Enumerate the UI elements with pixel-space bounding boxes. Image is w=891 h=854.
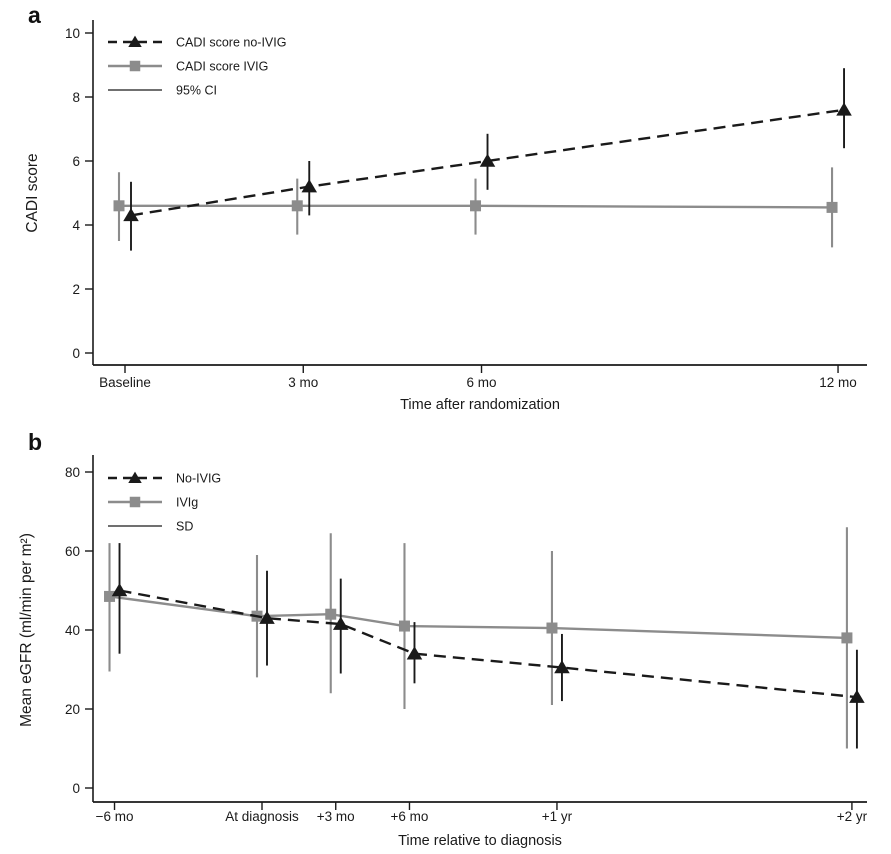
data-point-marker <box>826 201 838 213</box>
axes: 0 20 40 60 80 −6 mo At diagnosis +3 mo +6 mo +1 y… <box>65 455 868 824</box>
data-point-marker <box>836 102 852 116</box>
y-tick-label: 40 <box>65 623 80 638</box>
y-tick-label: 0 <box>72 346 80 361</box>
data-point-marker <box>123 208 139 222</box>
y-tick-label: 60 <box>65 544 80 559</box>
data-point-marker <box>113 200 125 212</box>
y-tick-label: 6 <box>72 154 80 169</box>
legend-triangle-marker <box>128 471 142 483</box>
panel-b: b 0 20 40 60 80 −6 mo At diagnosis +3 mo +6 mo +1… <box>0 427 891 854</box>
y-axis-title: Mean eGFR (ml/min per m²) <box>18 533 35 727</box>
series-ivig <box>104 527 853 749</box>
x-tick-label: 3 mo <box>288 375 318 390</box>
legend-label: No-IVIG <box>176 471 221 485</box>
legend-square-marker <box>129 60 141 72</box>
data-point-marker <box>849 689 865 703</box>
y-tick-label: 80 <box>65 465 80 480</box>
legend-triangle-marker <box>128 35 142 47</box>
data-point-marker <box>104 590 116 602</box>
series-cadi-score-ivig <box>113 167 838 248</box>
legend-item-no-ivig: No-IVIG <box>108 471 221 485</box>
legend-item-ivig: IVIg <box>108 495 198 509</box>
data-point-marker <box>479 153 496 167</box>
series-no-ivig <box>111 543 865 749</box>
x-axis-title: Time relative to diagnosis <box>398 833 562 849</box>
panel-a-letter: a <box>28 2 41 28</box>
data-point-marker <box>546 622 558 634</box>
cadi-score-chart: 0 2 4 6 8 10 Baseline 3 mo 6 mo 12 mo Time after r… <box>24 20 867 413</box>
data-point-marker <box>398 620 410 632</box>
y-tick-label: 8 <box>72 90 80 105</box>
x-tick-label: 6 mo <box>467 375 497 390</box>
legend-label: CADI score no-IVIG <box>176 35 286 49</box>
panel-a: a 0 2 4 6 8 10 Baseline 3 mo 6 mo 12 mo Time after… <box>24 2 867 413</box>
x-tick-label: +2 yr <box>837 809 868 824</box>
series-line <box>130 108 845 217</box>
y-tick-label: 20 <box>65 702 80 717</box>
series-cadi-score-no-ivig <box>123 68 852 251</box>
x-tick-label: At diagnosis <box>225 809 299 824</box>
x-tick-label: Baseline <box>99 375 151 390</box>
x-tick-label: −6 mo <box>96 809 134 824</box>
legend-label: IVIg <box>176 495 198 509</box>
data-point-marker <box>406 646 423 660</box>
data-point-marker <box>554 660 570 674</box>
y-tick-label: 4 <box>72 218 80 233</box>
series-line <box>109 595 847 640</box>
series-line <box>119 589 858 699</box>
legend-item-cadi-score-no-ivig: CADI score no-IVIG <box>108 35 286 49</box>
series-line <box>119 204 833 209</box>
legend: No-IVIG IVIg SD <box>108 471 221 533</box>
data-point-marker <box>259 610 275 624</box>
y-axis-title: CADI score <box>24 153 41 232</box>
data-point-marker <box>470 200 482 212</box>
data-point-marker <box>291 200 303 212</box>
data-point-marker <box>111 583 128 597</box>
x-tick-label: +6 mo <box>391 809 429 824</box>
x-tick-label: +1 yr <box>542 809 573 824</box>
x-tick-label: 12 mo <box>819 375 857 390</box>
x-tick-label: +3 mo <box>317 809 355 824</box>
y-tick-label: 0 <box>72 781 80 796</box>
x-axis-title: Time after randomization <box>400 397 560 413</box>
legend-label: 95% CI <box>176 83 217 97</box>
legend: CADI score no-IVIG CADI score IVIG 95% CI <box>108 35 286 97</box>
legend-label: CADI score IVIG <box>176 59 268 73</box>
legend-item-cadi-score-ivig: CADI score IVIG <box>108 59 268 73</box>
axes: 0 2 4 6 8 10 Baseline 3 mo 6 mo 12 mo <box>65 20 867 390</box>
y-tick-label: 2 <box>72 282 80 297</box>
y-tick-label: 10 <box>65 26 80 41</box>
panel-b-letter: b <box>28 429 43 455</box>
legend-label: SD <box>176 519 193 533</box>
legend-square-marker <box>129 496 141 508</box>
egfr-chart: 0 20 40 60 80 −6 mo At diagnosis +3 mo +6 mo +1 y… <box>18 455 868 849</box>
data-point-marker <box>332 616 349 630</box>
legend-item-sd: SD <box>108 519 193 533</box>
data-point-marker <box>841 632 853 644</box>
legend-item-95-ci: 95% CI <box>108 83 217 97</box>
data-point-marker <box>325 608 337 620</box>
data-point-marker <box>301 179 318 193</box>
